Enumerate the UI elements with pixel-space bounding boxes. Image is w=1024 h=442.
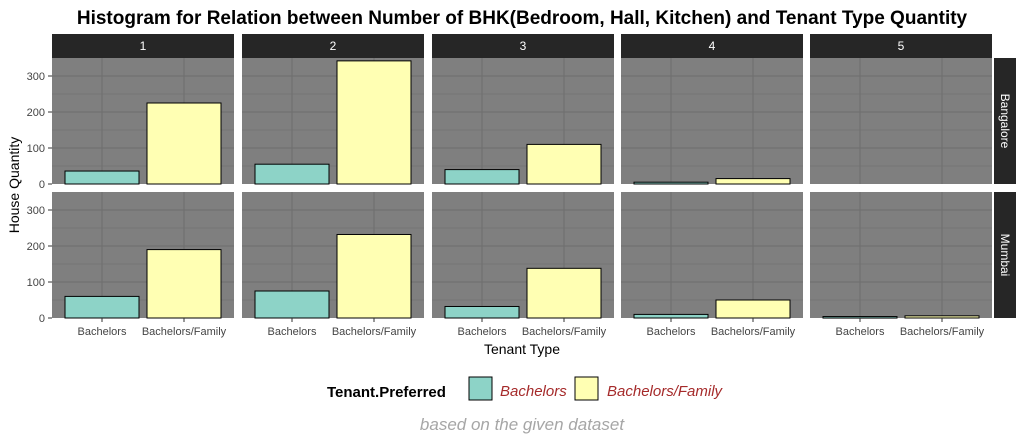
panel-bangalore-5	[810, 58, 992, 184]
panel-mumbai-4	[621, 192, 803, 318]
facet-panels	[52, 58, 992, 319]
panel-mumbai-5	[810, 192, 992, 318]
col-strip-label-1: 1	[140, 39, 147, 53]
panel-bangalore-4	[621, 58, 803, 184]
bar-mumbai-3-bachelors	[444, 305, 520, 319]
y-tick-label: 300	[27, 205, 45, 217]
col-strip-2	[242, 34, 424, 58]
chart-title: Histogram for Relation between Number of…	[77, 8, 968, 29]
chart-caption: based on the given dataset	[420, 415, 625, 434]
bar-bangalore-4-bachelors-family	[715, 178, 791, 185]
bar-bangalore-3-bachelors	[444, 169, 520, 185]
bar-mumbai-4-bachelors-family	[715, 299, 791, 319]
x-tick-label: Bachelors/Family	[332, 326, 417, 338]
legend-swatch-bachelors-family	[574, 376, 599, 401]
col-strip-3	[432, 34, 614, 58]
bar-mumbai-1-bachelors-family	[146, 249, 222, 319]
x-tick-label: Bachelors	[647, 326, 696, 338]
y-tick-label: 0	[39, 179, 45, 191]
x-axis-label: Tenant Type	[484, 341, 560, 357]
bar-bangalore-2-bachelors-family	[336, 60, 412, 185]
legend-title: Tenant.Preferred	[327, 384, 446, 401]
bar-mumbai-1-bachelors	[64, 295, 140, 319]
bar-mumbai-3-bachelors-family	[526, 267, 602, 319]
bar-bangalore-2-bachelors	[254, 163, 330, 185]
facet-strips: 1 2 3 4 5 Bangalore Mumbai	[52, 34, 1016, 318]
bar-bangalore-1-bachelors-family	[146, 102, 222, 185]
y-tick-label: 100	[27, 143, 45, 155]
bar-bangalore-3-bachelors-family	[526, 143, 602, 185]
y-tick-label: 0	[39, 313, 45, 325]
row-strip-label-bangalore: Bangalore	[998, 94, 1012, 149]
x-tick-label: Bachelors	[268, 326, 317, 338]
x-tick-label: Bachelors/Family	[142, 326, 227, 338]
y-tick-label: 200	[27, 241, 45, 253]
row-strip-mumbai	[994, 192, 1016, 318]
bar-mumbai-5-bachelors-family	[904, 315, 980, 319]
y-axis: 0 100 200 300 0 100 200 300	[27, 71, 52, 325]
legend: Tenant.Preferred Bachelors Bachelors/Fam…	[327, 376, 724, 401]
x-tick-label: Bachelors/Family	[900, 326, 985, 338]
row-strip-label-mumbai: Mumbai	[998, 234, 1012, 277]
col-strip-5	[810, 34, 992, 58]
x-tick-label: Bachelors	[458, 326, 507, 338]
x-axis: Bachelors Bachelors/Family Bachelors Bachel…	[78, 318, 985, 338]
bar-bangalore-1-bachelors	[64, 170, 140, 185]
bar-mumbai-5-bachelors	[822, 316, 898, 319]
x-tick-label: Bachelors/Family	[522, 326, 607, 338]
bar-bangalore-4-bachelors	[633, 181, 709, 185]
x-tick-label: Bachelors/Family	[711, 326, 796, 338]
y-axis-label: House Quantity	[6, 137, 22, 234]
y-tick-label: 100	[27, 277, 45, 289]
legend-label-bachelors: Bachelors	[500, 383, 567, 400]
y-tick-label: 300	[27, 71, 45, 83]
row-strip-bangalore	[994, 58, 1016, 184]
x-tick-label: Bachelors	[836, 326, 885, 338]
x-tick-label: Bachelors	[78, 326, 127, 338]
y-tick-label: 200	[27, 107, 45, 119]
legend-label-bachelors-family: Bachelors/Family	[607, 383, 724, 400]
legend-swatch-bachelors	[468, 376, 493, 401]
bar-mumbai-2-bachelors-family	[336, 233, 412, 319]
col-strip-1	[52, 34, 234, 58]
col-strip-label-3: 3	[520, 39, 527, 53]
col-strip-4	[621, 34, 803, 58]
bar-mumbai-4-bachelors	[633, 313, 709, 319]
col-strip-label-4: 4	[709, 39, 716, 53]
col-strip-label-2: 2	[330, 39, 337, 53]
bar-mumbai-2-bachelors	[254, 290, 330, 319]
col-strip-label-5: 5	[898, 39, 905, 53]
